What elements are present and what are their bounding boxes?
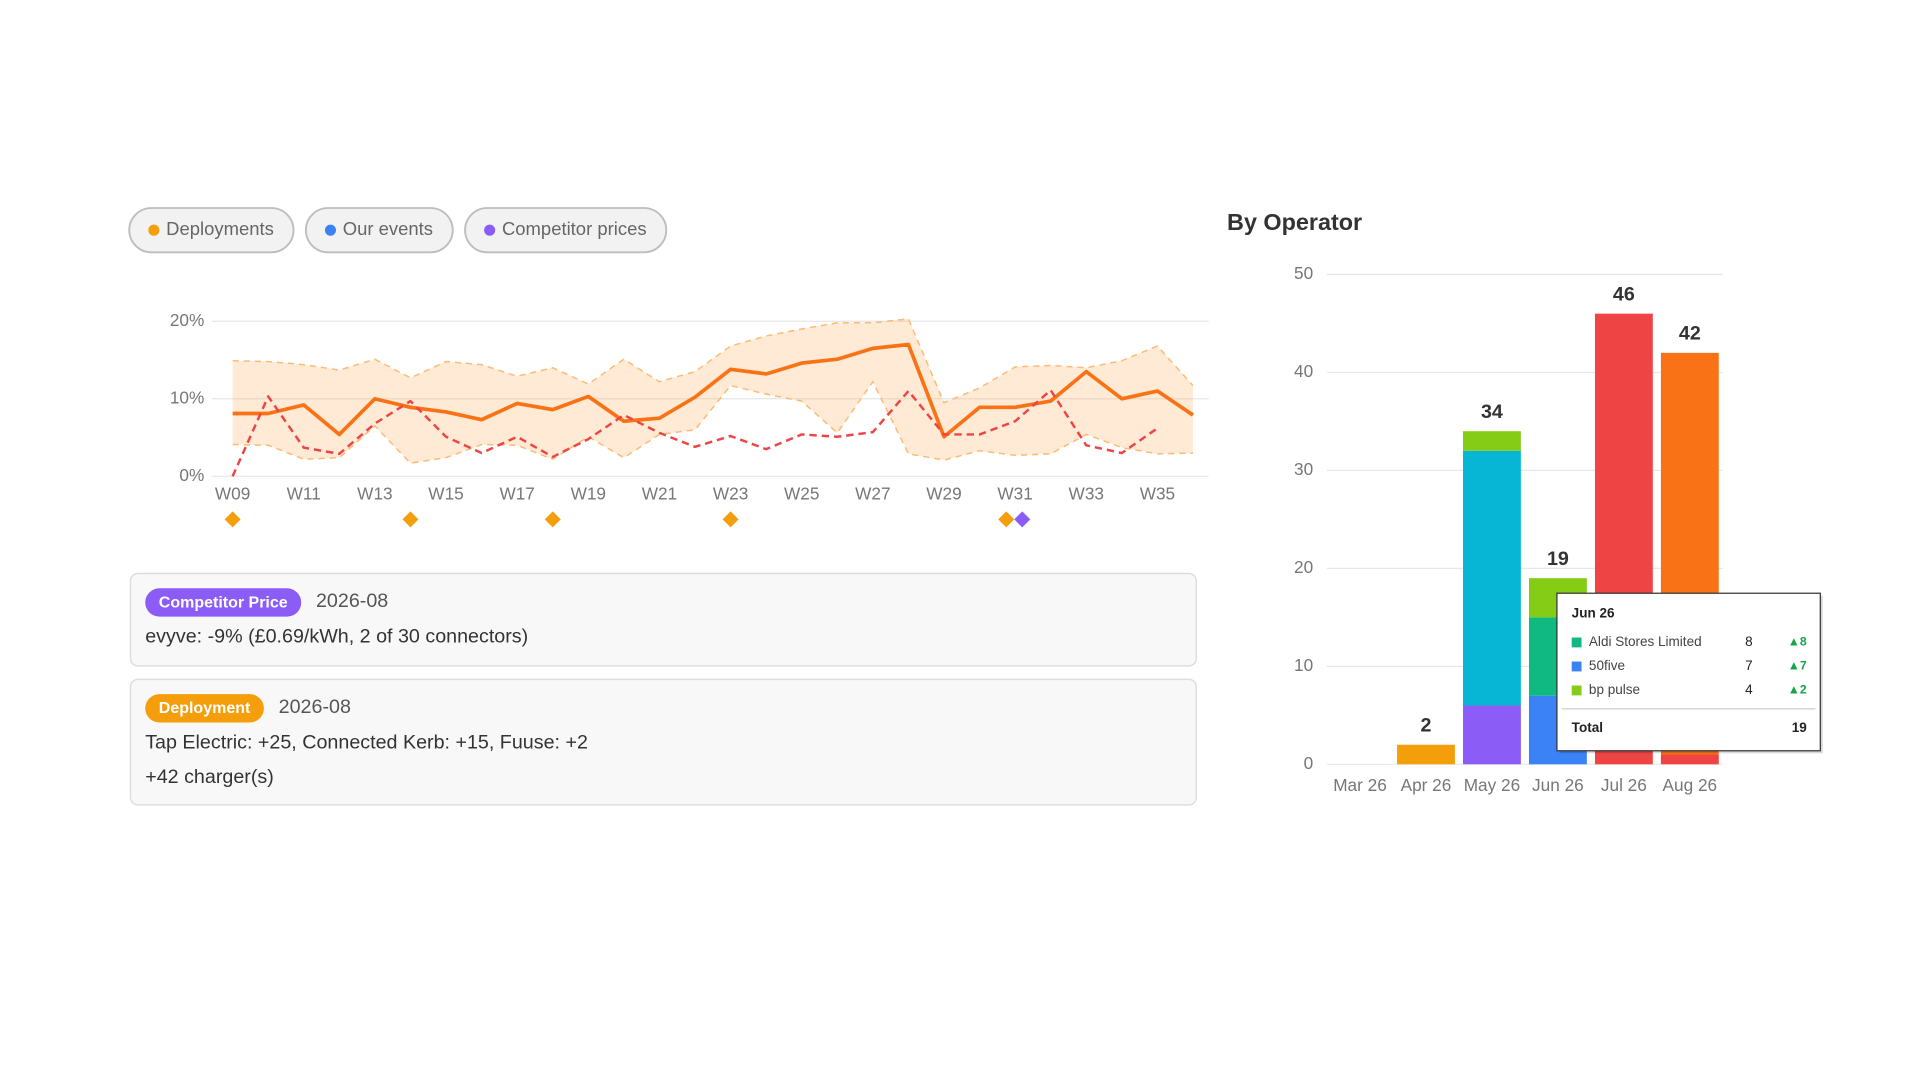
x-tick-label: Apr 26 [1401,775,1452,795]
y-tick-label: 40 [1294,361,1313,381]
chip-dot [484,224,496,236]
filter-chip[interactable]: Competitor prices [464,207,668,254]
tooltip-name: 50five [1589,658,1625,673]
event-marker [402,511,419,528]
filter-chip[interactable]: Deployments [128,207,295,254]
bar-segment [1660,754,1719,765]
chip-background [464,207,668,254]
y-tick-label: 10% [170,387,204,407]
y-tick-label: 10 [1294,655,1313,675]
y-tick-label: 30 [1294,459,1313,479]
x-tick-label: W21 [642,483,677,503]
x-tick-label: W15 [428,483,463,503]
chip-label: Our events [343,218,433,239]
x-tick-label: W31 [997,483,1032,503]
badge-label: Competitor Price [159,594,288,611]
x-tick-label: W23 [713,483,748,503]
bar-total-label: 19 [1547,548,1569,570]
event-card: Deployment 2026-08 Tap Electric: +25, Conn… [129,678,1198,806]
card-background [129,678,1198,806]
x-tick-label: Jul 26 [1601,775,1647,795]
tooltip-swatch [1571,637,1582,648]
tooltip-total: 19 [1792,720,1808,735]
tooltip-value: 8 [1745,634,1753,649]
x-tick-label: W13 [357,483,392,503]
x-tick-label: Mar 26 [1333,775,1387,795]
bar-total-label: 42 [1679,323,1701,345]
x-tick-label: W09 [215,483,250,503]
x-tick-label: Aug 26 [1663,775,1718,795]
tooltip-value: 4 [1745,682,1753,697]
filter-chip[interactable]: Our events [304,207,454,254]
chip-label: Competitor prices [502,218,647,239]
event-marker [544,511,561,528]
chip-dot [324,224,337,236]
event-detail: +42 charger(s) [145,766,274,788]
badge-background [145,588,302,617]
event-detail: Tap Electric: +25, Connected Kerb: +15, … [145,732,588,754]
event-marker [722,511,739,528]
event-date: 2026-08 [279,696,351,718]
bar-segment [1463,450,1521,706]
card-background [129,572,1198,667]
event-card: Competitor Price 2026-08 evyve: -9% (£0.69… [129,572,1198,667]
x-tick-label: W35 [1140,483,1175,503]
tooltip-total-label: Total [1572,720,1603,735]
bar-segment [1463,705,1521,765]
tooltip-swatch [1571,661,1582,672]
badge-label: Deployment [159,700,251,717]
tooltip-name: bp pulse [1589,682,1640,697]
event-date: 2026-08 [316,590,388,612]
tooltip-name: Aldi Stores Limited [1589,634,1702,649]
x-tick-label: May 26 [1464,775,1520,795]
tooltip-value: 7 [1745,658,1753,673]
range-band [232,318,1193,464]
chip-background [304,207,454,254]
chart-title: By Operator [1227,209,1362,235]
x-tick-label: W29 [926,483,961,503]
tooltip-background [1556,592,1821,752]
bar-total-label: 34 [1481,401,1503,423]
chip-background [128,207,295,254]
event-marker [224,511,241,528]
chip-label: Deployments [166,218,274,239]
event-marker [998,511,1015,528]
badge-background [145,694,264,723]
y-tick-label: 20% [170,310,204,330]
bar-segment [1397,744,1455,765]
y-tick-label: 50 [1294,263,1313,283]
tooltip-swatch [1571,685,1582,696]
x-tick-label: W27 [855,483,890,503]
tooltip: Jun 26 Aldi Stores Limited 8 ▲8 50five 7 ▲7 bp … [1556,592,1823,754]
chip-dot [148,224,160,236]
event-marker [1014,511,1031,528]
bar-total-label: 46 [1613,283,1635,305]
x-tick-label: W33 [1069,483,1104,503]
tooltip-change: ▲7 [1788,659,1807,673]
x-tick-label: W17 [499,483,534,503]
tooltip-change: ▲2 [1788,683,1807,697]
tooltip-change: ▲8 [1788,635,1807,649]
x-tick-label: Jun 26 [1532,775,1584,795]
line-series [231,389,1159,477]
y-tick-label: 0 [1304,753,1314,773]
x-tick-label: W19 [571,483,606,503]
bar-segment [1463,431,1521,451]
y-tick-label: 0% [179,465,204,485]
y-tick-label: 20 [1294,557,1313,577]
x-tick-label: W25 [784,483,819,503]
tooltip-title: Jun 26 [1572,606,1615,621]
bar-total-label: 2 [1420,714,1431,736]
x-tick-label: W11 [287,483,321,503]
band-edge [232,380,1194,464]
event-detail: evyve: -9% (£0.69/kWh, 2 of 30 connector… [145,626,528,648]
